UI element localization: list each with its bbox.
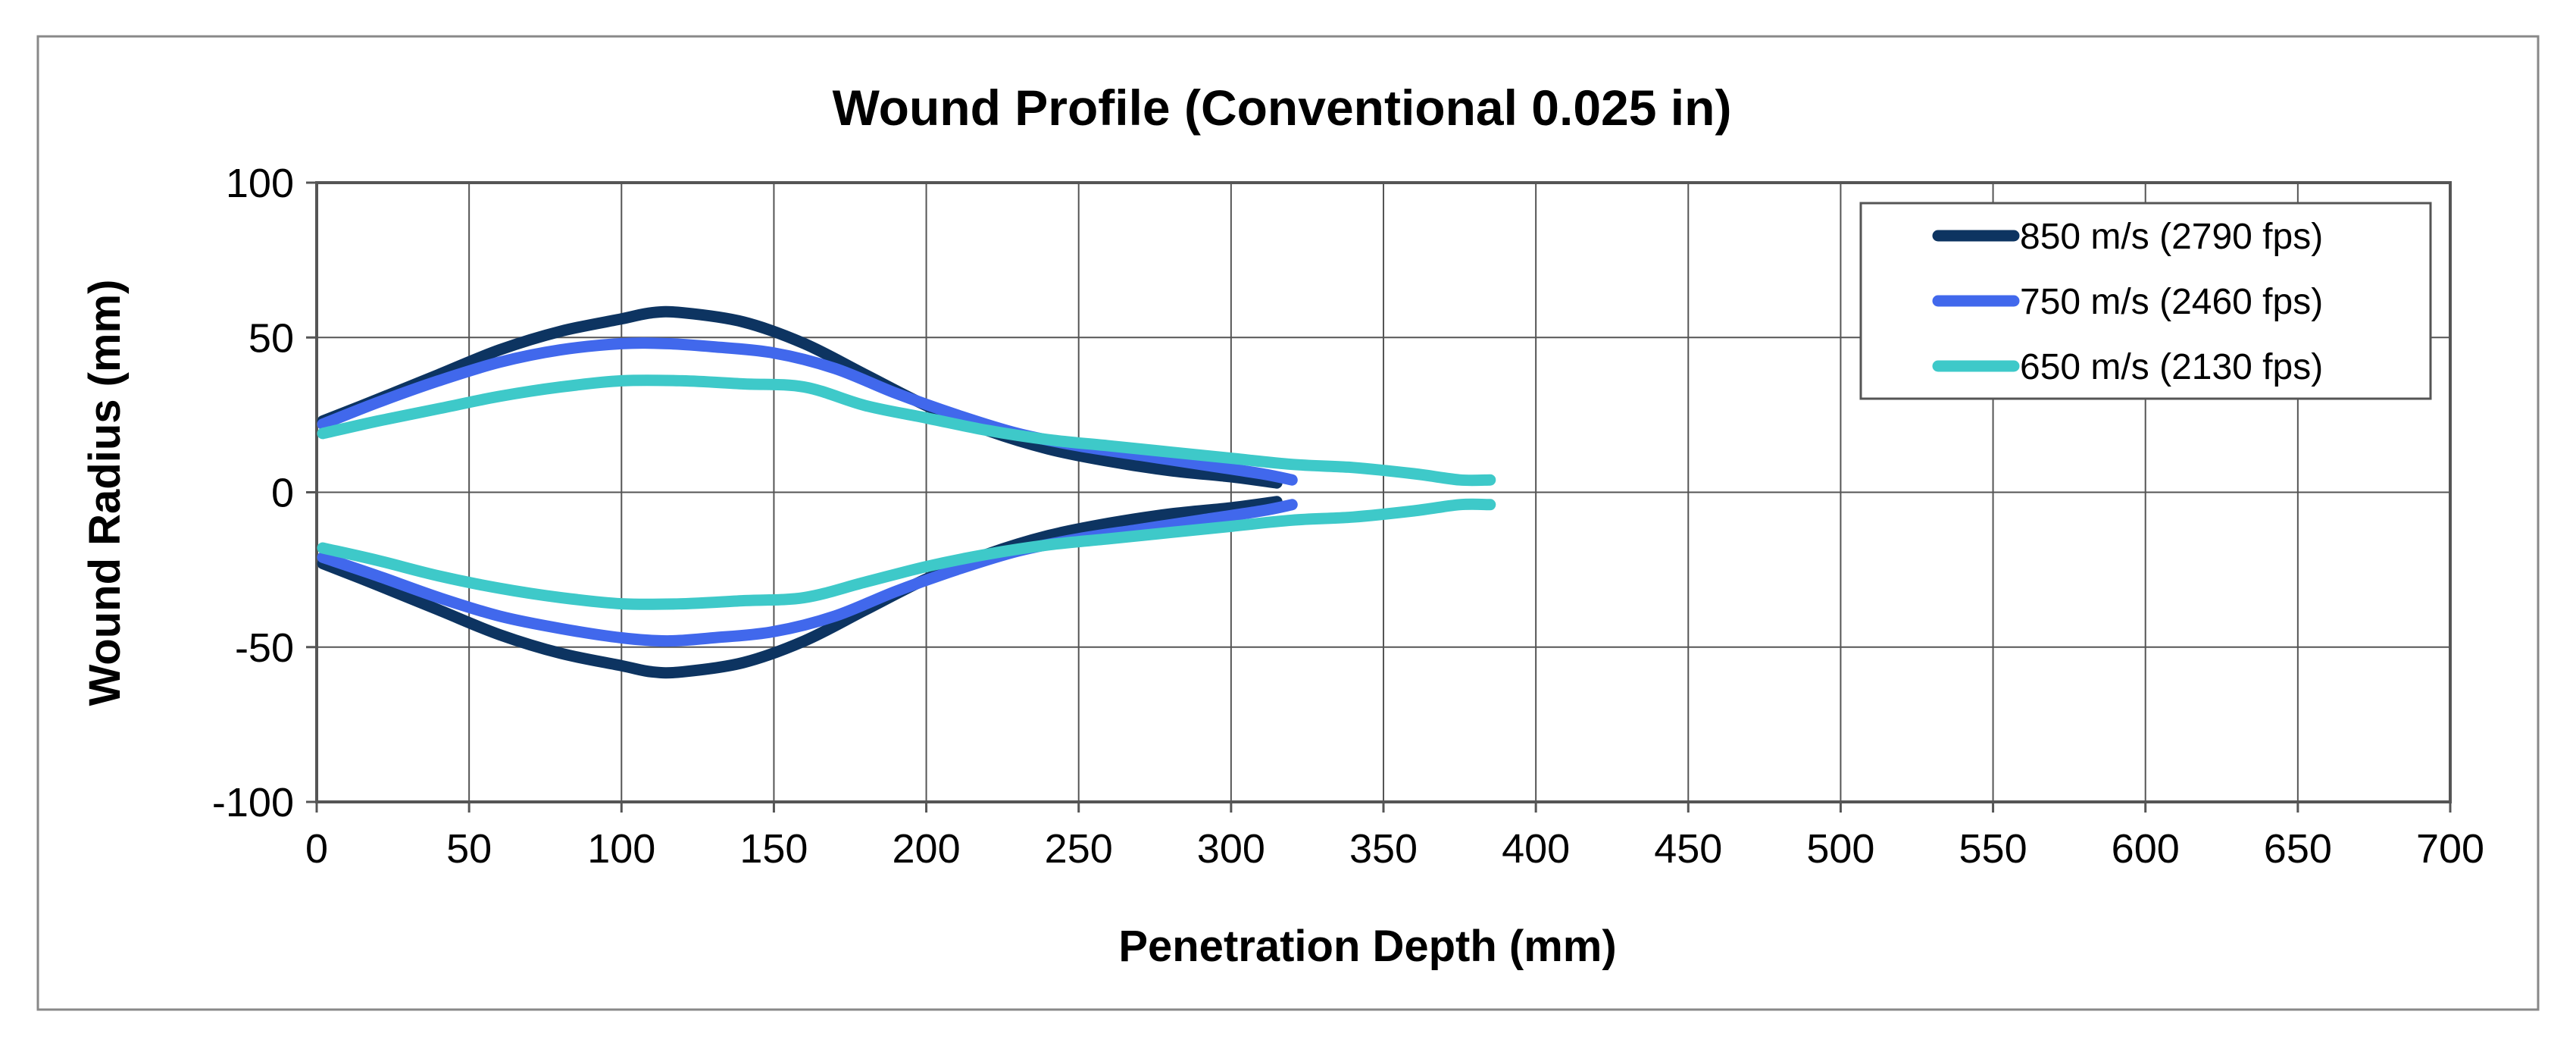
series-lower-line bbox=[317, 499, 1298, 647]
series-upper-line bbox=[317, 337, 1298, 486]
x-tick-label: 650 bbox=[2264, 826, 2332, 872]
x-tick-label: 500 bbox=[1806, 826, 1874, 872]
legend-label: 650 m/s (2130 fps) bbox=[2020, 347, 2323, 387]
x-axis-label: Penetration Depth (mm) bbox=[1118, 922, 1616, 971]
series-upper-line bbox=[317, 374, 1496, 487]
x-axis-ticks: 0 50 100 150 200 250 300 350 400 450 500 550 600 650 7… bbox=[305, 802, 2484, 872]
series-lower-line bbox=[317, 496, 1283, 679]
legend: 850 m/s (2790 fps) 750 m/s (2460 fps) 650 … bbox=[1859, 202, 2432, 400]
x-tick-label: 350 bbox=[1349, 826, 1418, 872]
legend-label: 750 m/s (2460 fps) bbox=[2020, 282, 2323, 322]
series-1 bbox=[317, 305, 1283, 679]
x-tick-label: 100 bbox=[587, 826, 655, 872]
y-tick-label: -100 bbox=[212, 780, 294, 825]
y-tick-label: 0 bbox=[271, 471, 294, 516]
x-tick-label: 0 bbox=[305, 826, 328, 872]
y-tick-label: 50 bbox=[249, 315, 294, 361]
x-tick-label: 300 bbox=[1197, 826, 1265, 872]
y-axis-label: Wound Radius (mm) bbox=[80, 280, 130, 706]
x-tick-label: 400 bbox=[1502, 826, 1570, 872]
chart-title: Wound Profile (Conventional 0.025 in) bbox=[833, 80, 1732, 136]
y-tick-label: -50 bbox=[235, 625, 294, 671]
series-3 bbox=[317, 374, 1496, 610]
x-tick-label: 550 bbox=[1959, 826, 2027, 872]
series-2 bbox=[317, 337, 1298, 647]
series-layer bbox=[317, 305, 1496, 679]
legend-items: 850 m/s (2790 fps) 750 m/s (2460 fps) 650 … bbox=[1932, 217, 2323, 387]
series-lower-line bbox=[317, 498, 1496, 610]
x-tick-label: 250 bbox=[1045, 826, 1113, 872]
x-tick-label: 450 bbox=[1654, 826, 1722, 872]
y-axis-ticks: 100 50 0 -50 -100 bbox=[212, 161, 317, 825]
x-tick-label: 600 bbox=[2112, 826, 2180, 872]
x-tick-label: 50 bbox=[446, 826, 492, 872]
legend-label: 850 m/s (2790 fps) bbox=[2020, 217, 2323, 257]
series-upper-line bbox=[317, 305, 1283, 489]
x-tick-label: 200 bbox=[893, 826, 961, 872]
x-tick-label: 150 bbox=[739, 826, 808, 872]
y-tick-label: 100 bbox=[226, 161, 294, 206]
x-tick-label: 700 bbox=[2416, 826, 2484, 872]
